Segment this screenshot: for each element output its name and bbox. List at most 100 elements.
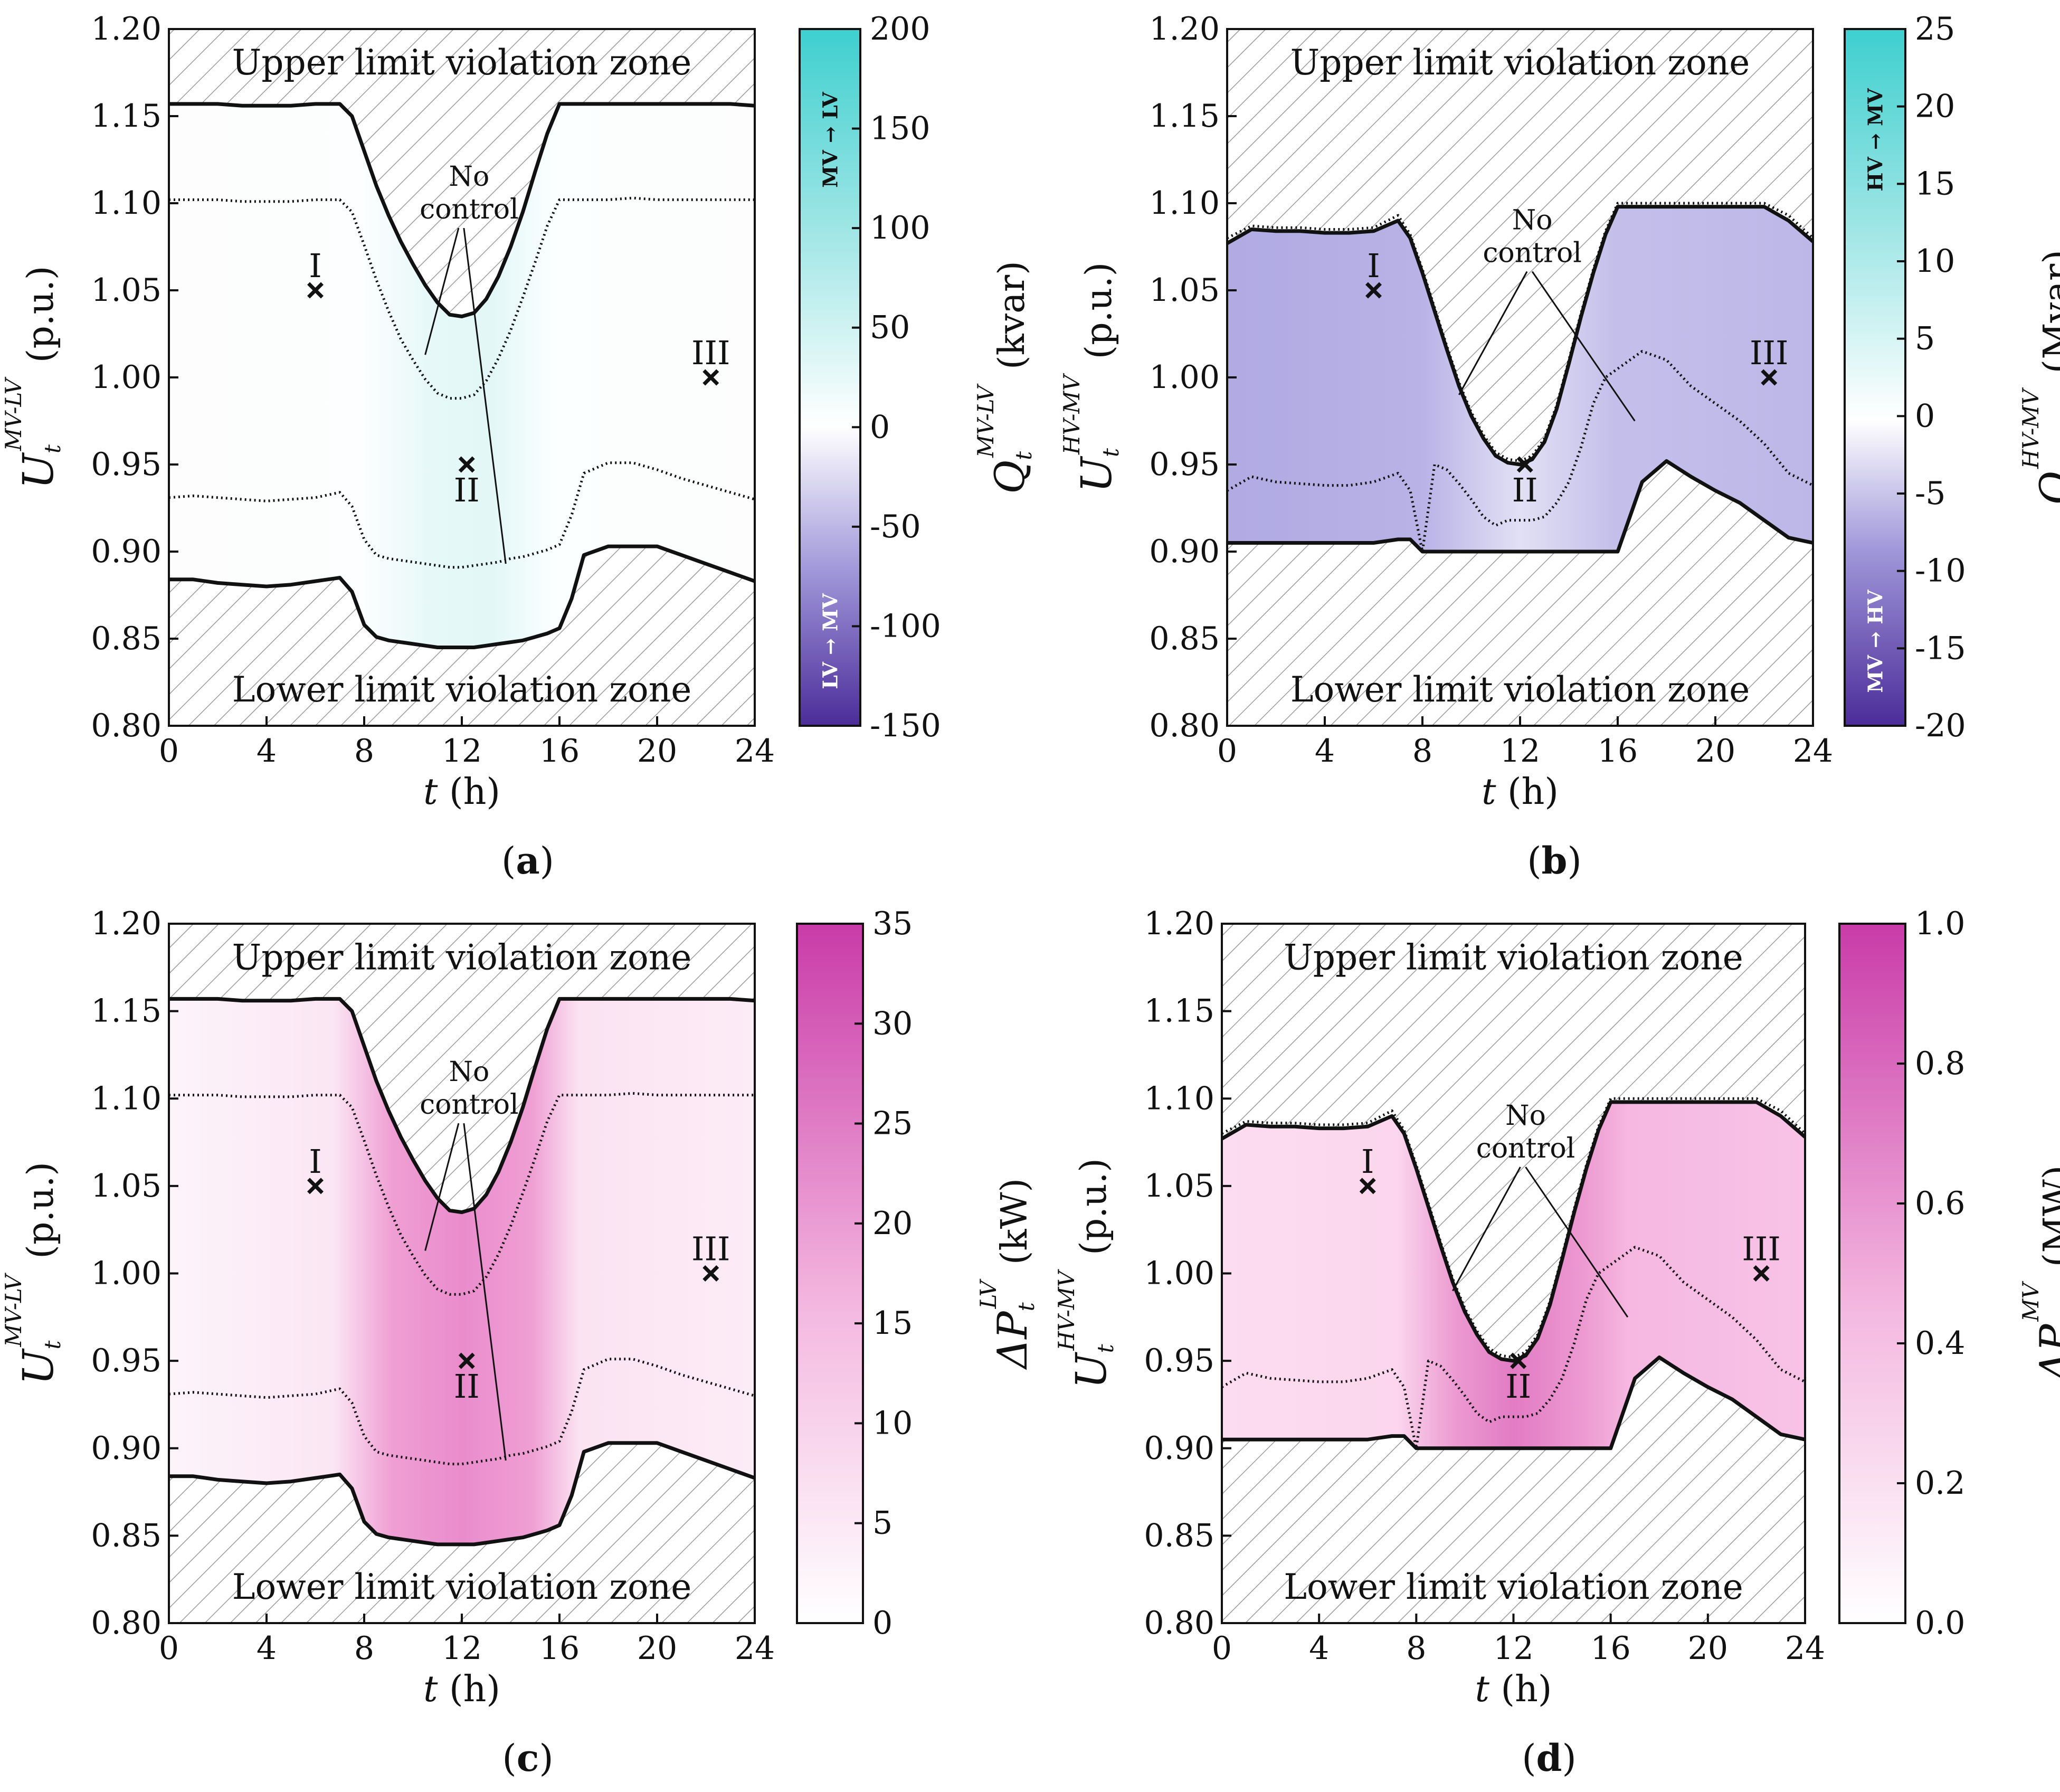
point-marker-III [1753, 1265, 1770, 1282]
feasible-band [169, 999, 755, 1544]
colorbar-tick-label: 20 [1915, 88, 1955, 125]
y-tick-label: 1.05 [91, 1168, 162, 1205]
colorbar-tick-label: 150 [870, 110, 931, 147]
upper-zone-label: Upper limit violation zone [232, 42, 692, 83]
x-tick-label: 24 [735, 1630, 775, 1667]
panel-caption: (d) [1522, 1736, 1577, 1780]
colorbar-tick-label: 25 [1915, 11, 1955, 48]
colorbar-label: ΔPtLV(kW) [975, 1178, 1039, 1370]
no-control-label: No [1512, 205, 1553, 236]
colorbar-tick-label: 0.0 [1915, 1605, 1965, 1642]
y-tick-label: 0.80 [91, 1605, 162, 1642]
y-tick-label: 1.20 [1149, 11, 1220, 48]
annotation-leader [463, 1123, 507, 1461]
colorbar-top-text-label: MV → LV [819, 91, 842, 188]
colorbar-tick-label: 200 [870, 11, 931, 48]
annotation-leader [424, 227, 460, 355]
lower-limit-control-line [169, 544, 756, 649]
y-axis-label-text: UtHV-MV(p.u.) [1059, 262, 1124, 493]
panel-caption: (c) [502, 1736, 553, 1780]
y-tick-label: 1.20 [91, 905, 162, 942]
upper-limit-no-control-line [169, 1092, 755, 1296]
colorbar-bottom-text-label: MV → HV [1864, 589, 1887, 693]
colorbar-label-text: ΔPtMV(MW) [2018, 1165, 2060, 1383]
x-tick-label: 12 [1493, 1630, 1533, 1667]
colorbar [796, 923, 864, 1624]
x-tick-label: 12 [442, 1630, 482, 1667]
panel-caption: (a) [501, 839, 554, 883]
point-label-III: III [691, 1230, 730, 1268]
y-axis-label-text: UtHV-MV(p.u.) [1053, 1158, 1118, 1389]
colorbar-tick-label: 0 [870, 409, 890, 445]
colorbar-label: QtMV-LV(kvar) [973, 261, 1037, 494]
feasible-band [1227, 206, 1813, 552]
colorbar-label: ΔPtMV(MW) [2018, 1165, 2060, 1383]
panel-b: 0 4 8 12 16 20 24 0.80 0.85 0.90 0.95 1.00 1.05 1.10 1… [1059, 11, 2060, 883]
y-tick-label: 0.85 [91, 1517, 162, 1554]
upper-limit-no-control-line [1221, 1097, 1806, 1359]
y-tick-label: 1.15 [91, 98, 162, 135]
y-tick-label: 0.95 [1149, 446, 1220, 483]
point-label-II: II [454, 1367, 480, 1406]
x-tick-label: 16 [539, 733, 580, 770]
point-label-III: III [691, 334, 730, 372]
colorbar-tick-label: 0.4 [1915, 1325, 1965, 1362]
y-axis-label: UtMV-LV(p.u.) [1, 266, 65, 489]
colorbar-tick-label: -50 [870, 508, 921, 545]
colorbar-bottom-text: LV → MV [819, 593, 842, 689]
colorbar-bottom-text: MV → HV [1864, 589, 1887, 693]
colorbar-tick-label: 15 [872, 1305, 913, 1342]
y-axis-label: UtHV-MV(p.u.) [1053, 1158, 1118, 1389]
x-tick-label: 0 [1212, 1630, 1232, 1667]
no-control-label: control [420, 194, 519, 225]
point-marker-II [1516, 456, 1533, 473]
colorbar-tick-label: 10 [872, 1405, 913, 1442]
colorbar [1838, 923, 1906, 1624]
no-control-label: control [1483, 238, 1582, 269]
lower-limit-no-control-line [168, 1358, 755, 1466]
y-tick-label: 1.15 [1149, 98, 1220, 135]
lower-zone-label: Lower limit violation zone [232, 669, 692, 710]
annotation-leader [1452, 1167, 1521, 1292]
colorbar-tick-label: 0 [872, 1605, 893, 1642]
point-marker-III [703, 1265, 719, 1282]
y-tick-label: 0.80 [1149, 707, 1220, 744]
colorbar-tick-label: 0.6 [1915, 1185, 1965, 1222]
y-axis-label: UtMV-LV(p.u.) [1, 1162, 65, 1385]
upper-zone-label: Upper limit violation zone [232, 937, 692, 978]
point-label-I: I [1361, 1142, 1374, 1181]
x-tick-label: 4 [257, 733, 277, 770]
upper-limit-control-line [1226, 205, 1815, 467]
colorbar-tick-label: 35 [872, 905, 913, 942]
point-marker-I [307, 1178, 324, 1194]
x-tick-label: 24 [735, 733, 775, 770]
y-tick-label: 0.95 [1144, 1342, 1214, 1379]
point-marker-II [458, 1352, 475, 1369]
y-tick-label: 0.85 [91, 620, 162, 657]
point-label-I: I [309, 1142, 322, 1181]
y-tick-label: 0.80 [1144, 1605, 1214, 1642]
colorbar-tick-label: -5 [1915, 475, 1945, 512]
no-control-label: No [449, 1056, 489, 1088]
x-axis-label: t (h) [423, 1668, 500, 1710]
colorbar-tick-label: -15 [1915, 630, 1966, 667]
upper-zone-label: Upper limit violation zone [1284, 937, 1743, 978]
annotation-leader [1531, 271, 1636, 422]
x-axis-label: t (h) [1475, 1668, 1552, 1710]
y-tick-label: 0.90 [1144, 1430, 1214, 1467]
point-marker-I [1365, 282, 1382, 299]
upper-limit-control-line [169, 102, 755, 318]
y-tick-label: 1.15 [91, 993, 162, 1030]
point-label-III: III [1750, 334, 1788, 372]
y-tick-label: 0.95 [91, 1342, 162, 1379]
colorbar [1844, 28, 1906, 727]
panel-caption: (b) [1527, 839, 1582, 883]
panel-a: 0 4 8 12 16 20 24 0.80 0.85 0.90 0.95 1.00 1.05 1.10 1… [1, 11, 1037, 883]
point-label-I: I [1367, 246, 1380, 285]
y-axis-label-text: UtMV-LV(p.u.) [1, 1162, 65, 1385]
x-tick-label: 8 [1406, 1630, 1426, 1667]
colorbar-tick-label: -100 [870, 608, 941, 644]
colorbar-tick-label: -150 [870, 707, 941, 744]
lower-zone-label: Lower limit violation zone [1284, 1567, 1743, 1607]
